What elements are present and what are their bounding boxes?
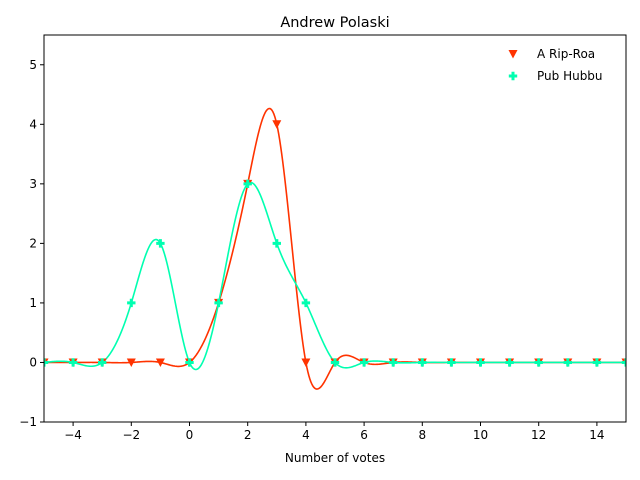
data-point-s2 — [68, 358, 78, 367]
x-axis: −4 −2 0 2 4 6 8 10 12 14 — [64, 422, 605, 442]
y-tick-label: −1 — [19, 415, 37, 429]
y-tick-label: 4 — [29, 117, 37, 131]
chart-title: Andrew Polaski — [280, 15, 389, 31]
data-point-s2 — [563, 358, 572, 367]
y-axis: −1 0 1 2 3 4 5 — [19, 58, 44, 429]
data-point-s1 — [155, 358, 165, 367]
x-tick-label: 10 — [473, 428, 488, 442]
data-point-s2 — [359, 358, 369, 367]
data-point-s2 — [243, 179, 252, 189]
data-point-s2 — [476, 358, 485, 367]
data-point-s2 — [156, 239, 165, 248]
legend-label-2: Pub Hubbu — [537, 69, 603, 83]
legend-marker-1 — [508, 50, 518, 59]
data-point-s2 — [389, 358, 398, 367]
y-tick-label: 5 — [29, 58, 37, 72]
x-axis-label: Number of votes — [285, 451, 385, 465]
data-point-s2 — [185, 358, 194, 367]
data-point-s1 — [301, 358, 311, 367]
legend-label-1: A Rip-Roa — [537, 47, 595, 61]
legend: A Rip-Roa Pub Hubbu — [508, 47, 603, 83]
data-point-s2 — [330, 358, 340, 367]
plot-frame — [43, 34, 627, 423]
x-tick-label: 4 — [302, 428, 310, 442]
x-tick-label: 6 — [360, 428, 368, 442]
legend-item-2: Pub Hubbu — [508, 69, 603, 83]
data-point-s1 — [272, 120, 282, 129]
data-point-s1 — [126, 358, 136, 367]
y-tick-label: 0 — [29, 355, 37, 369]
legend-marker-2 — [508, 71, 518, 81]
plot-area — [43, 34, 627, 423]
plot-background — [44, 35, 626, 422]
data-point-s2 — [127, 298, 136, 308]
x-tick-label: 12 — [531, 428, 546, 442]
data-point-s2 — [447, 358, 456, 367]
x-tick-label: 0 — [186, 428, 194, 442]
data-point-s2 — [301, 298, 311, 308]
series-markers — [44, 120, 626, 367]
x-tick-label: −2 — [122, 428, 140, 442]
x-tick-label: 8 — [418, 428, 426, 442]
data-point-s2 — [214, 298, 223, 308]
x-tick-label: −4 — [64, 428, 82, 442]
data-point-s2 — [98, 358, 107, 367]
y-tick-label: 3 — [29, 177, 37, 191]
data-point-s2 — [534, 358, 543, 367]
data-point-s2 — [44, 358, 49, 367]
data-point-s2 — [621, 358, 626, 367]
y-tick-label: 1 — [29, 296, 37, 310]
data-point-s2 — [592, 358, 602, 367]
x-tick-label: 2 — [244, 428, 252, 442]
x-tick-label: 14 — [589, 428, 604, 442]
legend-item-1: A Rip-Roa — [508, 47, 595, 61]
data-point-s2 — [272, 239, 281, 248]
data-point-s2 — [418, 358, 427, 367]
y-tick-label: 2 — [29, 236, 37, 250]
data-point-s2 — [505, 358, 514, 367]
